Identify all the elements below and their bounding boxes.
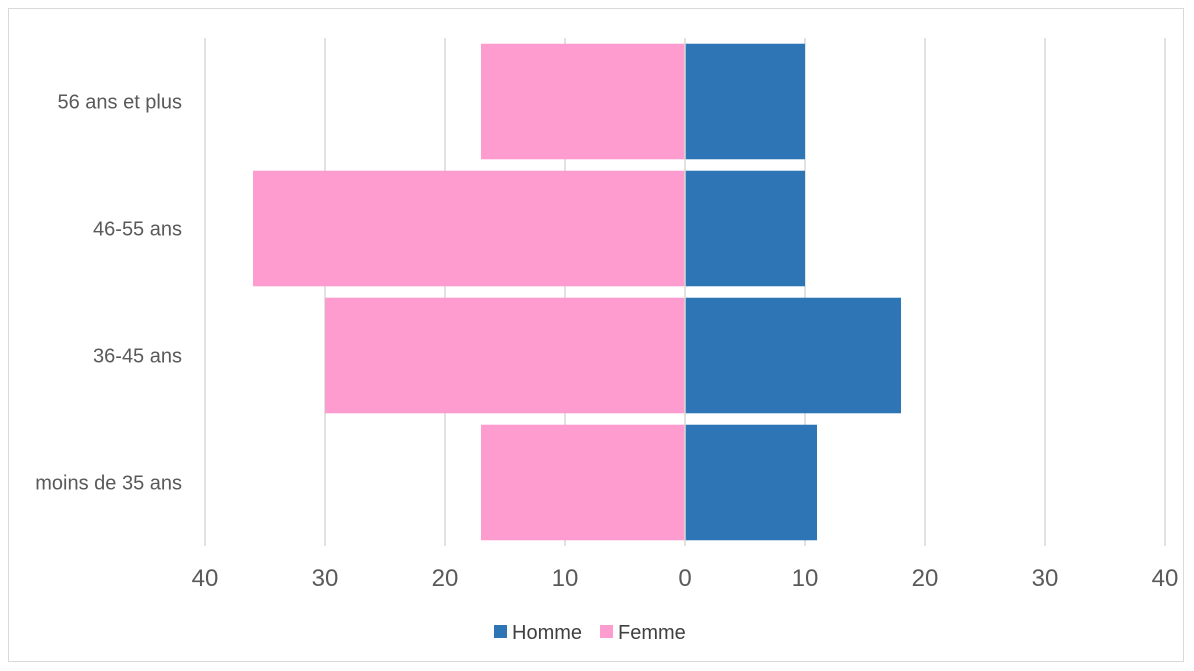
bar-femme-0 bbox=[481, 43, 685, 160]
x-tick-label-3: 10 bbox=[552, 565, 579, 592]
bar-femme-3 bbox=[481, 424, 685, 541]
bar-homme-3 bbox=[685, 424, 817, 541]
x-tick-labels: 40 30 20 10 0 10 20 30 40 bbox=[192, 565, 1179, 592]
category-label-0: 56 ans et plus bbox=[57, 92, 182, 114]
category-label-1: 46-55 ans bbox=[93, 219, 182, 241]
category-label-3: moins de 35 ans bbox=[35, 473, 182, 495]
bar-homme-2 bbox=[685, 297, 901, 414]
bar-femme-2 bbox=[325, 297, 685, 414]
bar-homme-1 bbox=[685, 170, 805, 287]
x-tick-label-1: 30 bbox=[312, 565, 339, 592]
legend-label-homme: Homme bbox=[512, 622, 582, 644]
category-labels: 56 ans et plus 46-55 ans 36-45 ans moins de… bbox=[35, 92, 182, 495]
legend: Homme Femme bbox=[494, 622, 686, 644]
x-tick-label-8: 40 bbox=[1152, 565, 1179, 592]
x-tick-label-7: 30 bbox=[1032, 565, 1059, 592]
category-label-2: 36-45 ans bbox=[93, 346, 182, 368]
x-tick-label-4: 0 bbox=[678, 565, 691, 592]
bars bbox=[253, 43, 901, 541]
bar-femme-1 bbox=[253, 170, 685, 287]
x-tick-label-5: 10 bbox=[792, 565, 819, 592]
x-tick-label-2: 20 bbox=[432, 565, 459, 592]
x-tick-label-0: 40 bbox=[192, 565, 219, 592]
legend-swatch-homme bbox=[494, 625, 507, 638]
legend-swatch-femme bbox=[600, 625, 614, 638]
chart-frame: 56 ans et plus 46-55 ans 36-45 ans moins de… bbox=[8, 8, 1184, 662]
x-tick-label-6: 20 bbox=[912, 565, 939, 592]
legend-label-femme: Femme bbox=[618, 622, 686, 644]
bar-homme-0 bbox=[685, 43, 805, 160]
